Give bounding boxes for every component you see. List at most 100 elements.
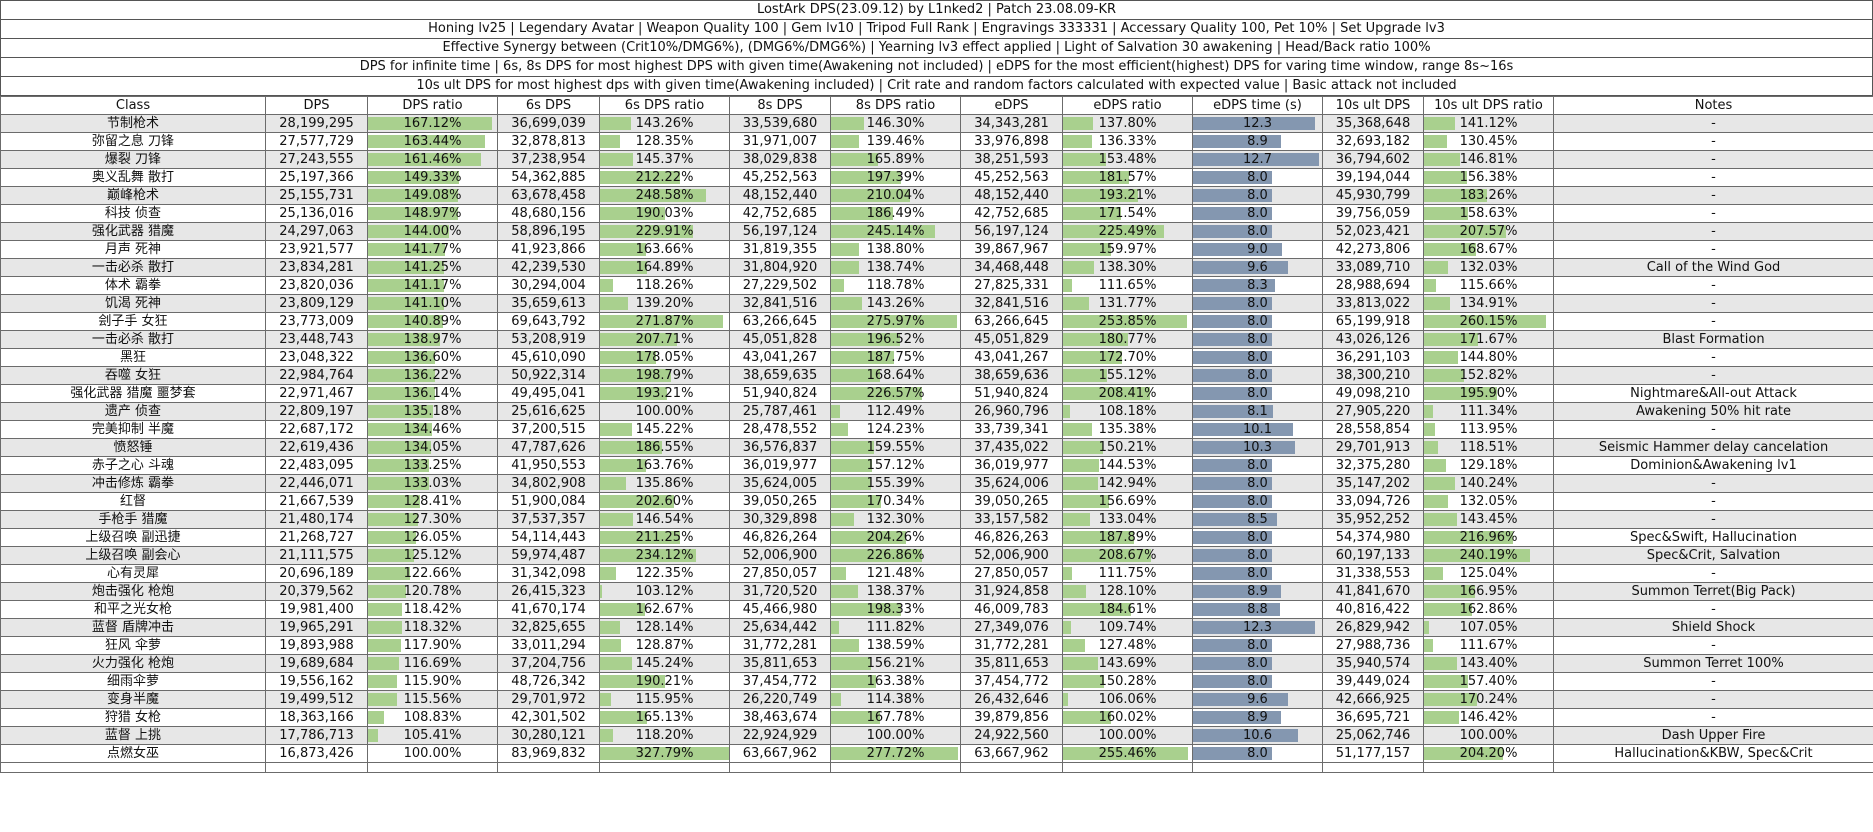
class-cell: 狂风 伞萝 (0, 636, 266, 655)
s6-cell: 49,495,041 (497, 384, 600, 403)
edps-ratio-cell: 255.46% (1062, 744, 1193, 763)
cell-value: 139.46% (866, 134, 925, 149)
table-row: 强化武器 猎魔 24,297,063 144.00% 58,896,195 229.91… (0, 222, 1873, 241)
ratio-bar (600, 477, 626, 490)
ratio-bar (1424, 675, 1468, 688)
s8-cell: 33,539,680 (729, 114, 831, 133)
time-bar (1193, 747, 1273, 760)
ratio-bar (831, 711, 880, 724)
dps-ratio-cell: 127.30% (367, 510, 498, 529)
ult-ratio-cell: 183.26% (1423, 186, 1554, 205)
edps-cell: 43,041,267 (960, 348, 1063, 367)
time-bar (1193, 333, 1273, 346)
ult-ratio-cell: 107.05% (1423, 618, 1554, 637)
time-bar (1193, 567, 1273, 580)
cell-value: 136.60% (403, 350, 462, 365)
s6-ratio-cell: 193.21% (599, 384, 730, 403)
notes-cell: Shield Shock (1553, 618, 1873, 637)
s8-ratio-cell: 187.75% (830, 348, 961, 367)
s6-ratio-cell: 145.37% (599, 150, 730, 169)
column-header: 6s DPS ratio (599, 96, 730, 115)
cell-value: 208.67% (1098, 548, 1157, 563)
ult-ratio-cell: 100.00% (1423, 726, 1554, 745)
s8-cell: 43,041,267 (729, 348, 831, 367)
s8-cell: 45,051,828 (729, 330, 831, 349)
ratio-bar (1063, 477, 1098, 490)
dps-ratio-cell: 136.60% (367, 348, 498, 367)
ratio-bar (368, 729, 378, 742)
cell-value: 143.69% (1098, 656, 1157, 671)
ult-ratio-cell: 146.42% (1423, 708, 1554, 727)
edps-ratio-cell: 111.75% (1062, 564, 1193, 583)
cell-value: 149.08% (403, 188, 462, 203)
s8-ratio-cell: 167.78% (830, 708, 961, 727)
cell-value: 138.30% (1098, 260, 1157, 275)
class-cell: 节制枪术 (0, 114, 266, 133)
ult-cell: 28,988,694 (1322, 276, 1424, 295)
time-bar (1193, 711, 1282, 724)
edps-ratio-cell: 172.70% (1062, 348, 1193, 367)
ult-cell: 35,940,574 (1322, 654, 1424, 673)
ult-ratio-cell: 240.19% (1423, 546, 1554, 565)
edps-time-cell: 8.0 (1192, 636, 1323, 655)
s6-ratio-cell: 115.95% (599, 690, 730, 709)
ratio-bar (600, 531, 680, 544)
ratio-bar (831, 459, 872, 472)
cell-value: 132.30% (866, 512, 925, 527)
s6-cell: 34,802,908 (497, 474, 600, 493)
class-cell: 吞噬 女狂 (0, 366, 266, 385)
edps-cell: 38,251,593 (960, 150, 1063, 169)
cell-value: 143.26% (866, 296, 925, 311)
s6-ratio-cell: 327.79% (599, 744, 730, 763)
cell-value: 120.78% (403, 584, 462, 599)
ratio-bar (1424, 495, 1449, 508)
ratio-bar (368, 711, 385, 724)
ratio-bar (368, 585, 407, 598)
edps-time-cell: 12.7 (1192, 150, 1323, 169)
cell-value: 8.0 (1247, 638, 1268, 653)
edps-cell: 56,197,124 (960, 222, 1063, 241)
edps-ratio-cell: 138.30% (1062, 258, 1193, 277)
edps-cell: 34,468,448 (960, 258, 1063, 277)
edps-cell: 34,343,281 (960, 114, 1063, 133)
edps-ratio-cell: 136.33% (1062, 132, 1193, 151)
time-bar (1193, 117, 1316, 130)
s6-cell: 37,204,756 (497, 654, 600, 673)
cell-value: 163.66% (635, 242, 694, 257)
cell-value: 168.67% (1459, 242, 1518, 257)
ratio-bar (1424, 747, 1504, 760)
ratio-bar (1424, 549, 1531, 562)
cell-value: 163.44% (403, 134, 462, 149)
dps-ratio-cell: 128.41% (367, 492, 498, 511)
empty-cell (1322, 762, 1424, 773)
s6-cell: 69,643,792 (497, 312, 600, 331)
ult-ratio-cell: 195.90% (1423, 384, 1554, 403)
cell-value: 118.42% (403, 602, 462, 617)
s6-cell: 37,238,954 (497, 150, 600, 169)
column-header: eDPS time (s) (1192, 96, 1323, 115)
edps-ratio-cell: 144.53% (1062, 456, 1193, 475)
dps-ratio-cell: 117.90% (367, 636, 498, 655)
s8-ratio-cell: 100.00% (830, 726, 961, 745)
table-row: 上级召唤 副会心 21,111,575 125.12% 59,974,487 234.1… (0, 546, 1873, 565)
s6-ratio-cell: 145.22% (599, 420, 730, 439)
s6-cell: 33,011,294 (497, 636, 600, 655)
ult-cell: 33,089,710 (1322, 258, 1424, 277)
ult-cell: 25,062,746 (1322, 726, 1424, 745)
ult-ratio-cell: 141.12% (1423, 114, 1554, 133)
empty-cell (1062, 762, 1193, 773)
ratio-bar (1063, 693, 1068, 706)
ult-ratio-cell: 111.67% (1423, 636, 1554, 655)
ratio-bar (1424, 693, 1478, 706)
cell-value: 143.45% (1459, 512, 1518, 527)
ult-ratio-cell: 113.95% (1423, 420, 1554, 439)
cell-value: 152.82% (1459, 368, 1518, 383)
cell-value: 171.54% (1098, 206, 1157, 221)
edps-time-cell: 8.0 (1192, 474, 1323, 493)
table-row: 和平之光女枪 19,981,400 118.42% 41,670,174 162.67%… (0, 600, 1873, 619)
cell-value: 111.75% (1098, 566, 1157, 581)
s8-ratio-cell: 275.97% (830, 312, 961, 331)
ratio-bar (1424, 639, 1433, 652)
notes-cell: - (1553, 672, 1873, 691)
s6-ratio-cell: 202.60% (599, 492, 730, 511)
